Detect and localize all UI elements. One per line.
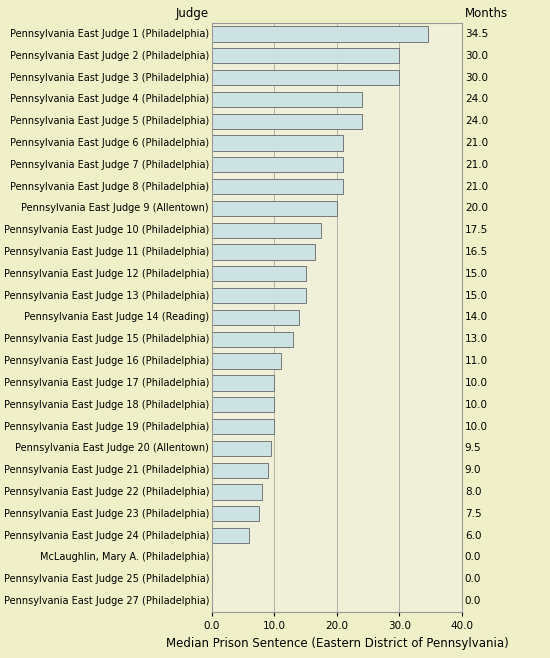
- Text: McLaughlin, Mary A. (Philadelphia): McLaughlin, Mary A. (Philadelphia): [40, 553, 209, 563]
- Text: Pennsylvania East Judge 12 (Philadelphia): Pennsylvania East Judge 12 (Philadelphia…: [4, 269, 209, 279]
- Text: 0.0: 0.0: [465, 574, 481, 584]
- Text: 24.0: 24.0: [465, 116, 488, 126]
- Text: 21.0: 21.0: [465, 182, 488, 191]
- Text: Pennsylvania East Judge 21 (Philadelphia): Pennsylvania East Judge 21 (Philadelphia…: [4, 465, 209, 475]
- Text: 34.5: 34.5: [465, 29, 488, 39]
- Text: 24.0: 24.0: [465, 94, 488, 105]
- Bar: [212, 179, 343, 194]
- Text: 9.5: 9.5: [465, 443, 481, 453]
- Text: Judge: Judge: [176, 7, 209, 20]
- Bar: [212, 353, 280, 368]
- Bar: [212, 136, 343, 151]
- Bar: [212, 375, 274, 391]
- Text: 6.0: 6.0: [465, 530, 481, 541]
- Text: Pennsylvania East Judge 27 (Philadelphia): Pennsylvania East Judge 27 (Philadelphia…: [3, 596, 209, 606]
- Bar: [212, 332, 293, 347]
- Text: Pennsylvania East Judge 15 (Philadelphia): Pennsylvania East Judge 15 (Philadelphia…: [4, 334, 209, 344]
- Text: Pennsylvania East Judge 3 (Philadelphia): Pennsylvania East Judge 3 (Philadelphia): [10, 72, 209, 82]
- Bar: [212, 397, 274, 413]
- Text: 9.0: 9.0: [465, 465, 481, 475]
- Text: Months: Months: [465, 7, 508, 20]
- Text: 8.0: 8.0: [465, 487, 481, 497]
- Bar: [212, 528, 249, 544]
- Text: Pennsylvania East Judge 6 (Philadelphia): Pennsylvania East Judge 6 (Philadelphia): [10, 138, 209, 148]
- Text: Pennsylvania East Judge 10 (Philadelphia): Pennsylvania East Judge 10 (Philadelphia…: [4, 225, 209, 236]
- Text: Pennsylvania East Judge 25 (Philadelphia): Pennsylvania East Judge 25 (Philadelphia…: [3, 574, 209, 584]
- Text: Pennsylvania East Judge 18 (Philadelphia): Pennsylvania East Judge 18 (Philadelphia…: [4, 399, 209, 410]
- Bar: [212, 484, 262, 499]
- X-axis label: Median Prison Sentence (Eastern District of Pennsylvania): Median Prison Sentence (Eastern District…: [166, 636, 508, 649]
- Text: Pennsylvania East Judge 2 (Philadelphia): Pennsylvania East Judge 2 (Philadelphia): [10, 51, 209, 61]
- Text: 10.0: 10.0: [465, 422, 488, 432]
- Text: 13.0: 13.0: [465, 334, 488, 344]
- Bar: [212, 266, 306, 282]
- Text: Pennsylvania East Judge 5 (Philadelphia): Pennsylvania East Judge 5 (Philadelphia): [10, 116, 209, 126]
- Text: Pennsylvania East Judge 20 (Allentown): Pennsylvania East Judge 20 (Allentown): [15, 443, 209, 453]
- Text: 7.5: 7.5: [465, 509, 481, 519]
- Bar: [212, 157, 343, 172]
- Text: 14.0: 14.0: [465, 313, 488, 322]
- Text: 15.0: 15.0: [465, 291, 488, 301]
- Text: 10.0: 10.0: [465, 399, 488, 410]
- Bar: [212, 288, 306, 303]
- Text: 0.0: 0.0: [465, 553, 481, 563]
- Text: 0.0: 0.0: [465, 596, 481, 606]
- Text: Pennsylvania East Judge 7 (Philadelphia): Pennsylvania East Judge 7 (Philadelphia): [10, 160, 209, 170]
- Text: Pennsylvania East Judge 14 (Reading): Pennsylvania East Judge 14 (Reading): [24, 313, 209, 322]
- Text: Pennsylvania East Judge 13 (Philadelphia): Pennsylvania East Judge 13 (Philadelphia…: [4, 291, 209, 301]
- Text: 30.0: 30.0: [465, 51, 488, 61]
- Text: Pennsylvania East Judge 16 (Philadelphia): Pennsylvania East Judge 16 (Philadelphia…: [4, 356, 209, 366]
- Text: Pennsylvania East Judge 9 (Allentown): Pennsylvania East Judge 9 (Allentown): [21, 203, 209, 213]
- Bar: [212, 26, 427, 41]
- Text: Pennsylvania East Judge 8 (Philadelphia): Pennsylvania East Judge 8 (Philadelphia): [10, 182, 209, 191]
- Text: Pennsylvania East Judge 11 (Philadelphia): Pennsylvania East Judge 11 (Philadelphia…: [4, 247, 209, 257]
- Text: 21.0: 21.0: [465, 138, 488, 148]
- Bar: [212, 441, 271, 456]
- Text: Pennsylvania East Judge 17 (Philadelphia): Pennsylvania East Judge 17 (Philadelphia…: [4, 378, 209, 388]
- Text: 21.0: 21.0: [465, 160, 488, 170]
- Bar: [212, 91, 362, 107]
- Text: 17.5: 17.5: [465, 225, 488, 236]
- Text: 11.0: 11.0: [465, 356, 488, 366]
- Bar: [212, 419, 274, 434]
- Bar: [212, 222, 321, 238]
- Text: Pennsylvania East Judge 24 (Philadelphia): Pennsylvania East Judge 24 (Philadelphia…: [4, 530, 209, 541]
- Text: Pennsylvania East Judge 4 (Philadelphia): Pennsylvania East Judge 4 (Philadelphia): [10, 94, 209, 105]
- Text: 10.0: 10.0: [465, 378, 488, 388]
- Text: 20.0: 20.0: [465, 203, 488, 213]
- Bar: [212, 310, 299, 325]
- Text: Pennsylvania East Judge 19 (Philadelphia): Pennsylvania East Judge 19 (Philadelphia…: [4, 422, 209, 432]
- Text: 15.0: 15.0: [465, 269, 488, 279]
- Text: Pennsylvania East Judge 22 (Philadelphia): Pennsylvania East Judge 22 (Philadelphia…: [3, 487, 209, 497]
- Bar: [212, 463, 268, 478]
- Bar: [212, 201, 337, 216]
- Text: Pennsylvania East Judge 1 (Philadelphia): Pennsylvania East Judge 1 (Philadelphia): [10, 29, 209, 39]
- Text: 16.5: 16.5: [465, 247, 488, 257]
- Bar: [212, 114, 362, 129]
- Bar: [212, 506, 258, 521]
- Bar: [212, 48, 399, 63]
- Bar: [212, 70, 399, 85]
- Bar: [212, 244, 315, 260]
- Text: Pennsylvania East Judge 23 (Philadelphia): Pennsylvania East Judge 23 (Philadelphia…: [4, 509, 209, 519]
- Text: 30.0: 30.0: [465, 72, 488, 82]
